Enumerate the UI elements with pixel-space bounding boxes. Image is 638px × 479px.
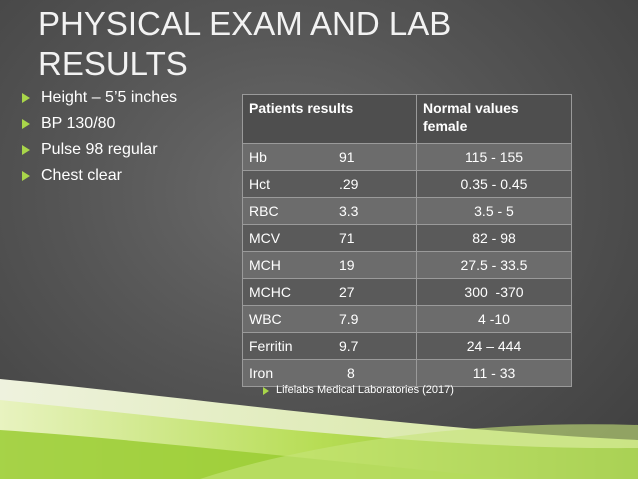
test-name: RBC [249,203,279,219]
bullet-text: Chest clear [41,167,122,184]
table-header-row: Patients results Normal values female [242,94,572,144]
table-row: MCH 19 27.5 - 33.5 [242,251,572,279]
slide-title: PHYSICAL EXAM AND LAB RESULTS [38,5,452,82]
test-name: WBC [249,311,282,327]
test-name: Hb [249,149,267,165]
header-patients-results: Patients results [242,94,417,144]
table-row: Hct .29 0.35 - 0.45 [242,170,572,198]
normal-range: 24 – 444 [416,332,572,360]
header-normal-values: Normal values female [416,94,572,144]
bullet-text: Pulse 98 regular [41,141,158,158]
table-row: Iron 8 11 - 33 [242,359,572,387]
bullet-arrow-icon [22,171,30,181]
test-name: MCHC [249,284,291,300]
reference-text: Lifelabs Medical Laboratories (2017) [276,384,454,396]
normal-range: 3.5 - 5 [416,197,572,225]
normal-range: 27.5 - 33.5 [416,251,572,279]
normal-range: 0.35 - 0.45 [416,170,572,198]
bullet-item: Height – 5’5 inches [22,88,177,114]
bullet-item: Pulse 98 regular [22,140,177,166]
table-row: MCHC 27 300 -370 [242,278,572,306]
normal-range: 82 - 98 [416,224,572,252]
test-name: MCH [249,257,281,273]
table-row: RBC 3.3 3.5 - 5 [242,197,572,225]
table-row: Hb 91 115 - 155 [242,143,572,171]
bullet-arrow-icon [22,93,30,103]
test-result: 27 [339,284,355,300]
lab-results-table: Patients results Normal values female Hb… [242,94,572,387]
bullet-text: Height – 5’5 inches [41,89,178,106]
test-result: 8 [347,365,355,381]
bullet-arrow-icon [22,145,30,155]
test-result: 7.9 [339,311,359,327]
test-name: MCV [249,230,281,246]
table-row: Ferritin 9.7 24 – 444 [242,332,572,360]
test-name: Iron [249,365,274,381]
table-row: MCV 71 82 - 98 [242,224,572,252]
test-result: .29 [339,176,359,192]
bullet-text: BP 130/80 [41,115,116,132]
test-result: 71 [339,230,355,246]
table-row: WBC 7.9 4 -10 [242,305,572,333]
test-result: 3.3 [339,203,359,219]
exam-bullet-list: Height – 5’5 inches BP 130/80 Pulse 98 r… [22,88,177,192]
bullet-arrow-icon [263,387,269,395]
normal-range: 11 - 33 [416,359,572,387]
bullet-item: Chest clear [22,166,177,192]
normal-range: 4 -10 [416,305,572,333]
test-name: Hct [249,176,270,192]
reference-citation: Lifelabs Medical Laboratories (2017) [263,384,454,396]
normal-range: 115 - 155 [416,143,572,171]
normal-range: 300 -370 [416,278,572,306]
test-result: 19 [339,257,355,273]
test-result: 9.7 [339,338,359,354]
bullet-arrow-icon [22,119,30,129]
test-result: 91 [339,149,355,165]
bullet-item: BP 130/80 [22,114,177,140]
test-name: Ferritin [249,338,293,354]
